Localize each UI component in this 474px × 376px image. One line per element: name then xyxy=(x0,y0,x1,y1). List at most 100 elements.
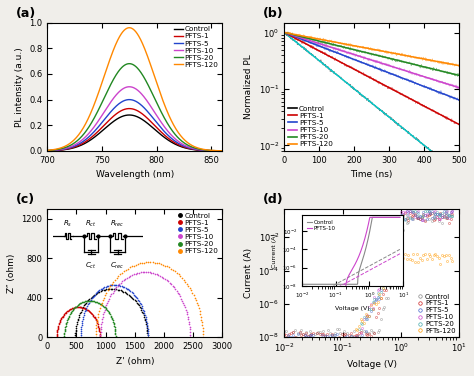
PFTS-20 xyxy=(113,335,118,340)
PFTS-5 xyxy=(113,105,118,109)
PFTS-20 xyxy=(100,99,105,104)
PFTS-5 xyxy=(106,284,111,288)
Text: (b): (b) xyxy=(264,7,284,20)
PFTS-1 xyxy=(83,307,89,311)
Control xyxy=(145,335,150,340)
PFTS-20 xyxy=(96,300,101,305)
PFTS-120 xyxy=(127,26,132,30)
Line: Control: Control xyxy=(42,115,228,151)
PFTS-1 xyxy=(88,311,93,315)
Text: (c): (c) xyxy=(16,193,35,206)
Control xyxy=(143,320,149,324)
PFTS-10 xyxy=(62,146,67,151)
Line: PFTS-20: PFTS-20 xyxy=(42,64,228,151)
Legend: Control, PFTS-1, PFTS-5, PFTS-10, PFTS-20, PFTS-120: Control, PFTS-1, PFTS-5, PFTS-10, PFTS-2… xyxy=(286,104,334,149)
Y-axis label: Z″ (ohm): Z″ (ohm) xyxy=(7,253,16,293)
PFTS-120 xyxy=(174,129,180,133)
PFTS-20 xyxy=(225,149,230,153)
PFTS-5 xyxy=(144,318,149,323)
PFTS-5 xyxy=(127,97,132,102)
PFTS-1 xyxy=(225,149,230,153)
PFTS-5 xyxy=(156,123,162,128)
PFTS-120 xyxy=(172,269,178,273)
PFTS-20 xyxy=(173,133,179,138)
PFTS-120 xyxy=(225,149,230,153)
X-axis label: Wavelength (nm): Wavelength (nm) xyxy=(96,170,174,179)
PFTS-20 xyxy=(156,106,162,110)
X-axis label: Z' (ohm): Z' (ohm) xyxy=(116,357,154,365)
PFTS-5 xyxy=(123,286,128,290)
PFTS-120 xyxy=(39,149,45,153)
PFTS-1 xyxy=(97,335,103,340)
Control xyxy=(122,290,128,294)
Control xyxy=(102,287,108,292)
PFTS-120 xyxy=(156,88,162,92)
PFTS-1 xyxy=(54,335,60,340)
Control xyxy=(113,118,118,122)
PFTS-10 xyxy=(164,278,170,282)
PFTS-20 xyxy=(174,135,180,139)
PFTS-1 xyxy=(156,128,162,132)
PFTS-10 xyxy=(185,315,191,319)
Control xyxy=(126,293,131,297)
Line: PFTS-10: PFTS-10 xyxy=(42,87,228,151)
Control xyxy=(100,129,105,133)
Line: PFTS-20: PFTS-20 xyxy=(64,300,116,338)
PFTS-20 xyxy=(62,335,67,340)
PFTS-10 xyxy=(168,282,174,286)
Text: (a): (a) xyxy=(16,7,36,20)
PFTS-10 xyxy=(113,94,118,98)
Control xyxy=(173,143,179,147)
Control xyxy=(62,147,67,152)
PFTS-10 xyxy=(156,117,162,121)
PFTS-120 xyxy=(62,144,67,149)
PFTS-5 xyxy=(174,140,180,145)
Line: PFTS-1: PFTS-1 xyxy=(42,109,228,151)
Line: Control: Control xyxy=(74,288,148,338)
Control xyxy=(108,287,114,291)
PFTS-1 xyxy=(72,305,77,310)
PFTS-5 xyxy=(111,283,117,287)
PFTS-20 xyxy=(39,149,45,153)
PFTS-1 xyxy=(82,306,88,311)
PFTS-1 xyxy=(113,112,118,117)
Control xyxy=(39,149,45,153)
X-axis label: Time (ns): Time (ns) xyxy=(351,170,393,179)
PFTS-120 xyxy=(146,260,151,264)
PFTS-120 xyxy=(164,264,170,269)
Y-axis label: Current (A): Current (A) xyxy=(244,248,253,298)
PFTS-1 xyxy=(174,142,180,146)
PFTS-20 xyxy=(113,74,118,78)
PFTS-1 xyxy=(127,106,132,111)
PFTS-10 xyxy=(142,270,147,274)
PFTS-5 xyxy=(146,335,151,340)
PFTS-1 xyxy=(86,309,91,313)
PFTS-10 xyxy=(159,274,164,279)
PFTS-120 xyxy=(197,311,203,316)
PFTS-10 xyxy=(98,335,103,340)
PFTS-20 xyxy=(62,146,67,150)
Control xyxy=(129,296,135,300)
PFTS-120 xyxy=(200,335,206,340)
PFTS-1 xyxy=(100,125,105,129)
PFTS-5 xyxy=(124,287,130,291)
PFTS-120 xyxy=(177,274,183,278)
PFTS-10 xyxy=(157,273,163,278)
Legend: Control, PFTS-1, PFTS-5, PFTS-10, PCTS-20, PFTs-120: Control, PFTS-1, PFTS-5, PFTS-10, PCTS-2… xyxy=(416,292,457,335)
Line: PFTS-5: PFTS-5 xyxy=(42,100,228,151)
PFTS-120 xyxy=(93,335,99,340)
PFTS-1 xyxy=(173,141,179,146)
PFTS-5 xyxy=(128,289,133,294)
Legend: Control, PFTS-1, PFTS-5, PFTS-10, PFTS-20, PFTS-120: Control, PFTS-1, PFTS-5, PFTS-10, PFTS-2… xyxy=(173,25,220,70)
Control xyxy=(120,290,126,294)
PFTS-1 xyxy=(62,147,67,152)
PFTS-10 xyxy=(39,149,45,153)
PFTS-10 xyxy=(187,335,193,340)
PFTS-1 xyxy=(39,149,45,153)
PFTS-20 xyxy=(99,303,105,308)
Control xyxy=(156,131,162,135)
Line: PFTS-120: PFTS-120 xyxy=(42,28,228,151)
PFTS-120 xyxy=(100,79,105,84)
PFTS-5 xyxy=(225,149,230,153)
PFTS-5 xyxy=(100,120,105,124)
